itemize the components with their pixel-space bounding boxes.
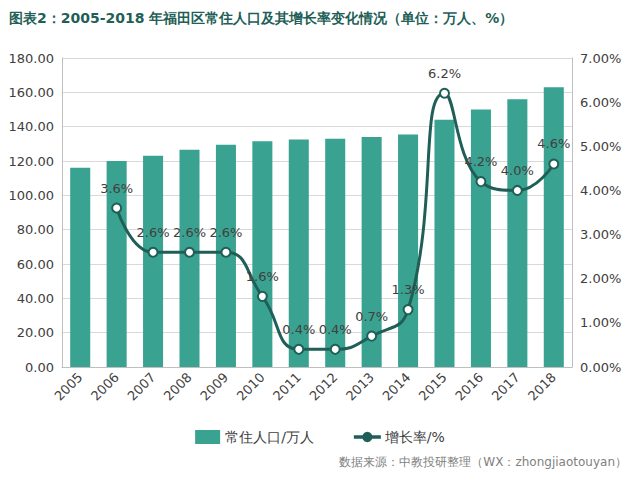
svg-text:2.6%: 2.6% <box>173 225 206 240</box>
svg-text:2012: 2012 <box>307 370 341 404</box>
svg-text:2008: 2008 <box>161 370 195 404</box>
svg-text:2.6%: 2.6% <box>137 225 170 240</box>
svg-text:0.00: 0.00 <box>25 360 54 375</box>
svg-text:6.00%: 6.00% <box>580 95 621 110</box>
svg-text:60.00: 60.00 <box>17 257 54 272</box>
svg-text:5.00%: 5.00% <box>580 139 621 154</box>
svg-text:7.00%: 7.00% <box>580 51 621 66</box>
svg-text:4.6%: 4.6% <box>537 136 570 151</box>
svg-text:1.3%: 1.3% <box>392 282 425 297</box>
svg-text:2018: 2018 <box>525 370 559 404</box>
svg-text:0.7%: 0.7% <box>355 309 388 324</box>
svg-text:140.00: 140.00 <box>9 119 55 134</box>
svg-text:常住人口/万人: 常住人口/万人 <box>225 429 314 445</box>
svg-text:2010: 2010 <box>234 370 268 404</box>
svg-text:2.6%: 2.6% <box>209 225 242 240</box>
svg-text:4.0%: 4.0% <box>501 163 534 178</box>
svg-text:180.00: 180.00 <box>9 51 55 66</box>
svg-text:2009: 2009 <box>197 370 231 404</box>
svg-text:2013: 2013 <box>343 370 377 404</box>
svg-text:数据来源：中教投研整理（WX：zhongjiaotouyan: 数据来源：中教投研整理（WX：zhongjiaotouyan） <box>339 455 627 469</box>
svg-text:160.00: 160.00 <box>9 85 55 100</box>
svg-text:0.4%: 0.4% <box>319 322 352 337</box>
svg-text:120.00: 120.00 <box>9 154 55 169</box>
svg-text:4.2%: 4.2% <box>464 154 497 169</box>
svg-text:40.00: 40.00 <box>17 291 54 306</box>
svg-text:80.00: 80.00 <box>17 222 54 237</box>
svg-text:4.00%: 4.00% <box>580 183 621 198</box>
svg-text:0.00%: 0.00% <box>580 360 621 375</box>
svg-text:图表2：2005-2018 年福田区常住人口及其增长率变化情: 图表2：2005-2018 年福田区常住人口及其增长率变化情况（单位：万人、%） <box>9 10 513 26</box>
svg-text:1.00%: 1.00% <box>580 315 621 330</box>
svg-text:20.00: 20.00 <box>17 325 54 340</box>
svg-text:1.6%: 1.6% <box>246 269 279 284</box>
svg-text:2015: 2015 <box>416 370 450 404</box>
svg-text:2005: 2005 <box>52 370 86 404</box>
svg-text:2014: 2014 <box>379 370 413 404</box>
svg-text:100.00: 100.00 <box>9 188 55 203</box>
svg-text:2011: 2011 <box>270 370 304 404</box>
svg-text:3.6%: 3.6% <box>100 181 133 196</box>
svg-text:2006: 2006 <box>88 370 122 404</box>
svg-text:6.2%: 6.2% <box>428 66 461 81</box>
svg-text:2007: 2007 <box>124 370 158 404</box>
svg-text:增长率/%: 增长率/% <box>384 429 445 445</box>
svg-text:3.00%: 3.00% <box>580 227 621 242</box>
svg-text:0.4%: 0.4% <box>282 322 315 337</box>
svg-text:2.00%: 2.00% <box>580 271 621 286</box>
svg-text:2017: 2017 <box>489 370 523 404</box>
svg-text:2016: 2016 <box>452 370 486 404</box>
